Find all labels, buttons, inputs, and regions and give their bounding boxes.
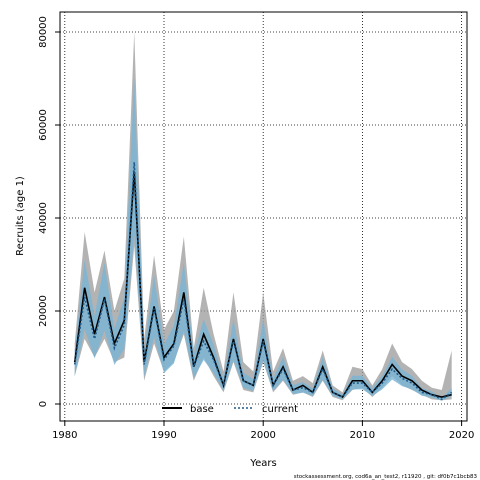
grid-lines xyxy=(60,12,467,421)
y-tick-label: 20000 xyxy=(38,295,49,327)
legend-base-label: base xyxy=(190,404,214,415)
line-base xyxy=(73,171,452,399)
y-axis-title: Recruits (age 1) xyxy=(15,176,26,256)
x-axis-title: Years xyxy=(249,458,276,469)
band-current xyxy=(74,77,452,401)
y-tick-label: 60000 xyxy=(38,109,49,141)
line-current xyxy=(73,162,453,401)
y-tick-label: 40000 xyxy=(38,202,49,234)
legend: base current xyxy=(162,404,298,415)
x-tick-label: 2020 xyxy=(449,430,474,441)
y-tick-label: 80000 xyxy=(38,16,49,48)
x-tick-label: 1980 xyxy=(52,430,77,441)
series-lines xyxy=(73,162,453,401)
confidence-bands xyxy=(74,32,452,401)
x-tick-label: 1990 xyxy=(151,430,176,441)
axes: 1980 1990 2000 2010 2020 0 20000 40000 60000 8000… xyxy=(38,16,474,441)
x-tick-label: 2000 xyxy=(250,430,275,441)
x-tick-label: 2010 xyxy=(350,430,375,441)
footer-note: stockassessment.org, cod6a_an_test2, r11… xyxy=(294,474,478,480)
legend-current-label: current xyxy=(262,404,298,415)
y-tick-label: 0 xyxy=(38,401,49,407)
